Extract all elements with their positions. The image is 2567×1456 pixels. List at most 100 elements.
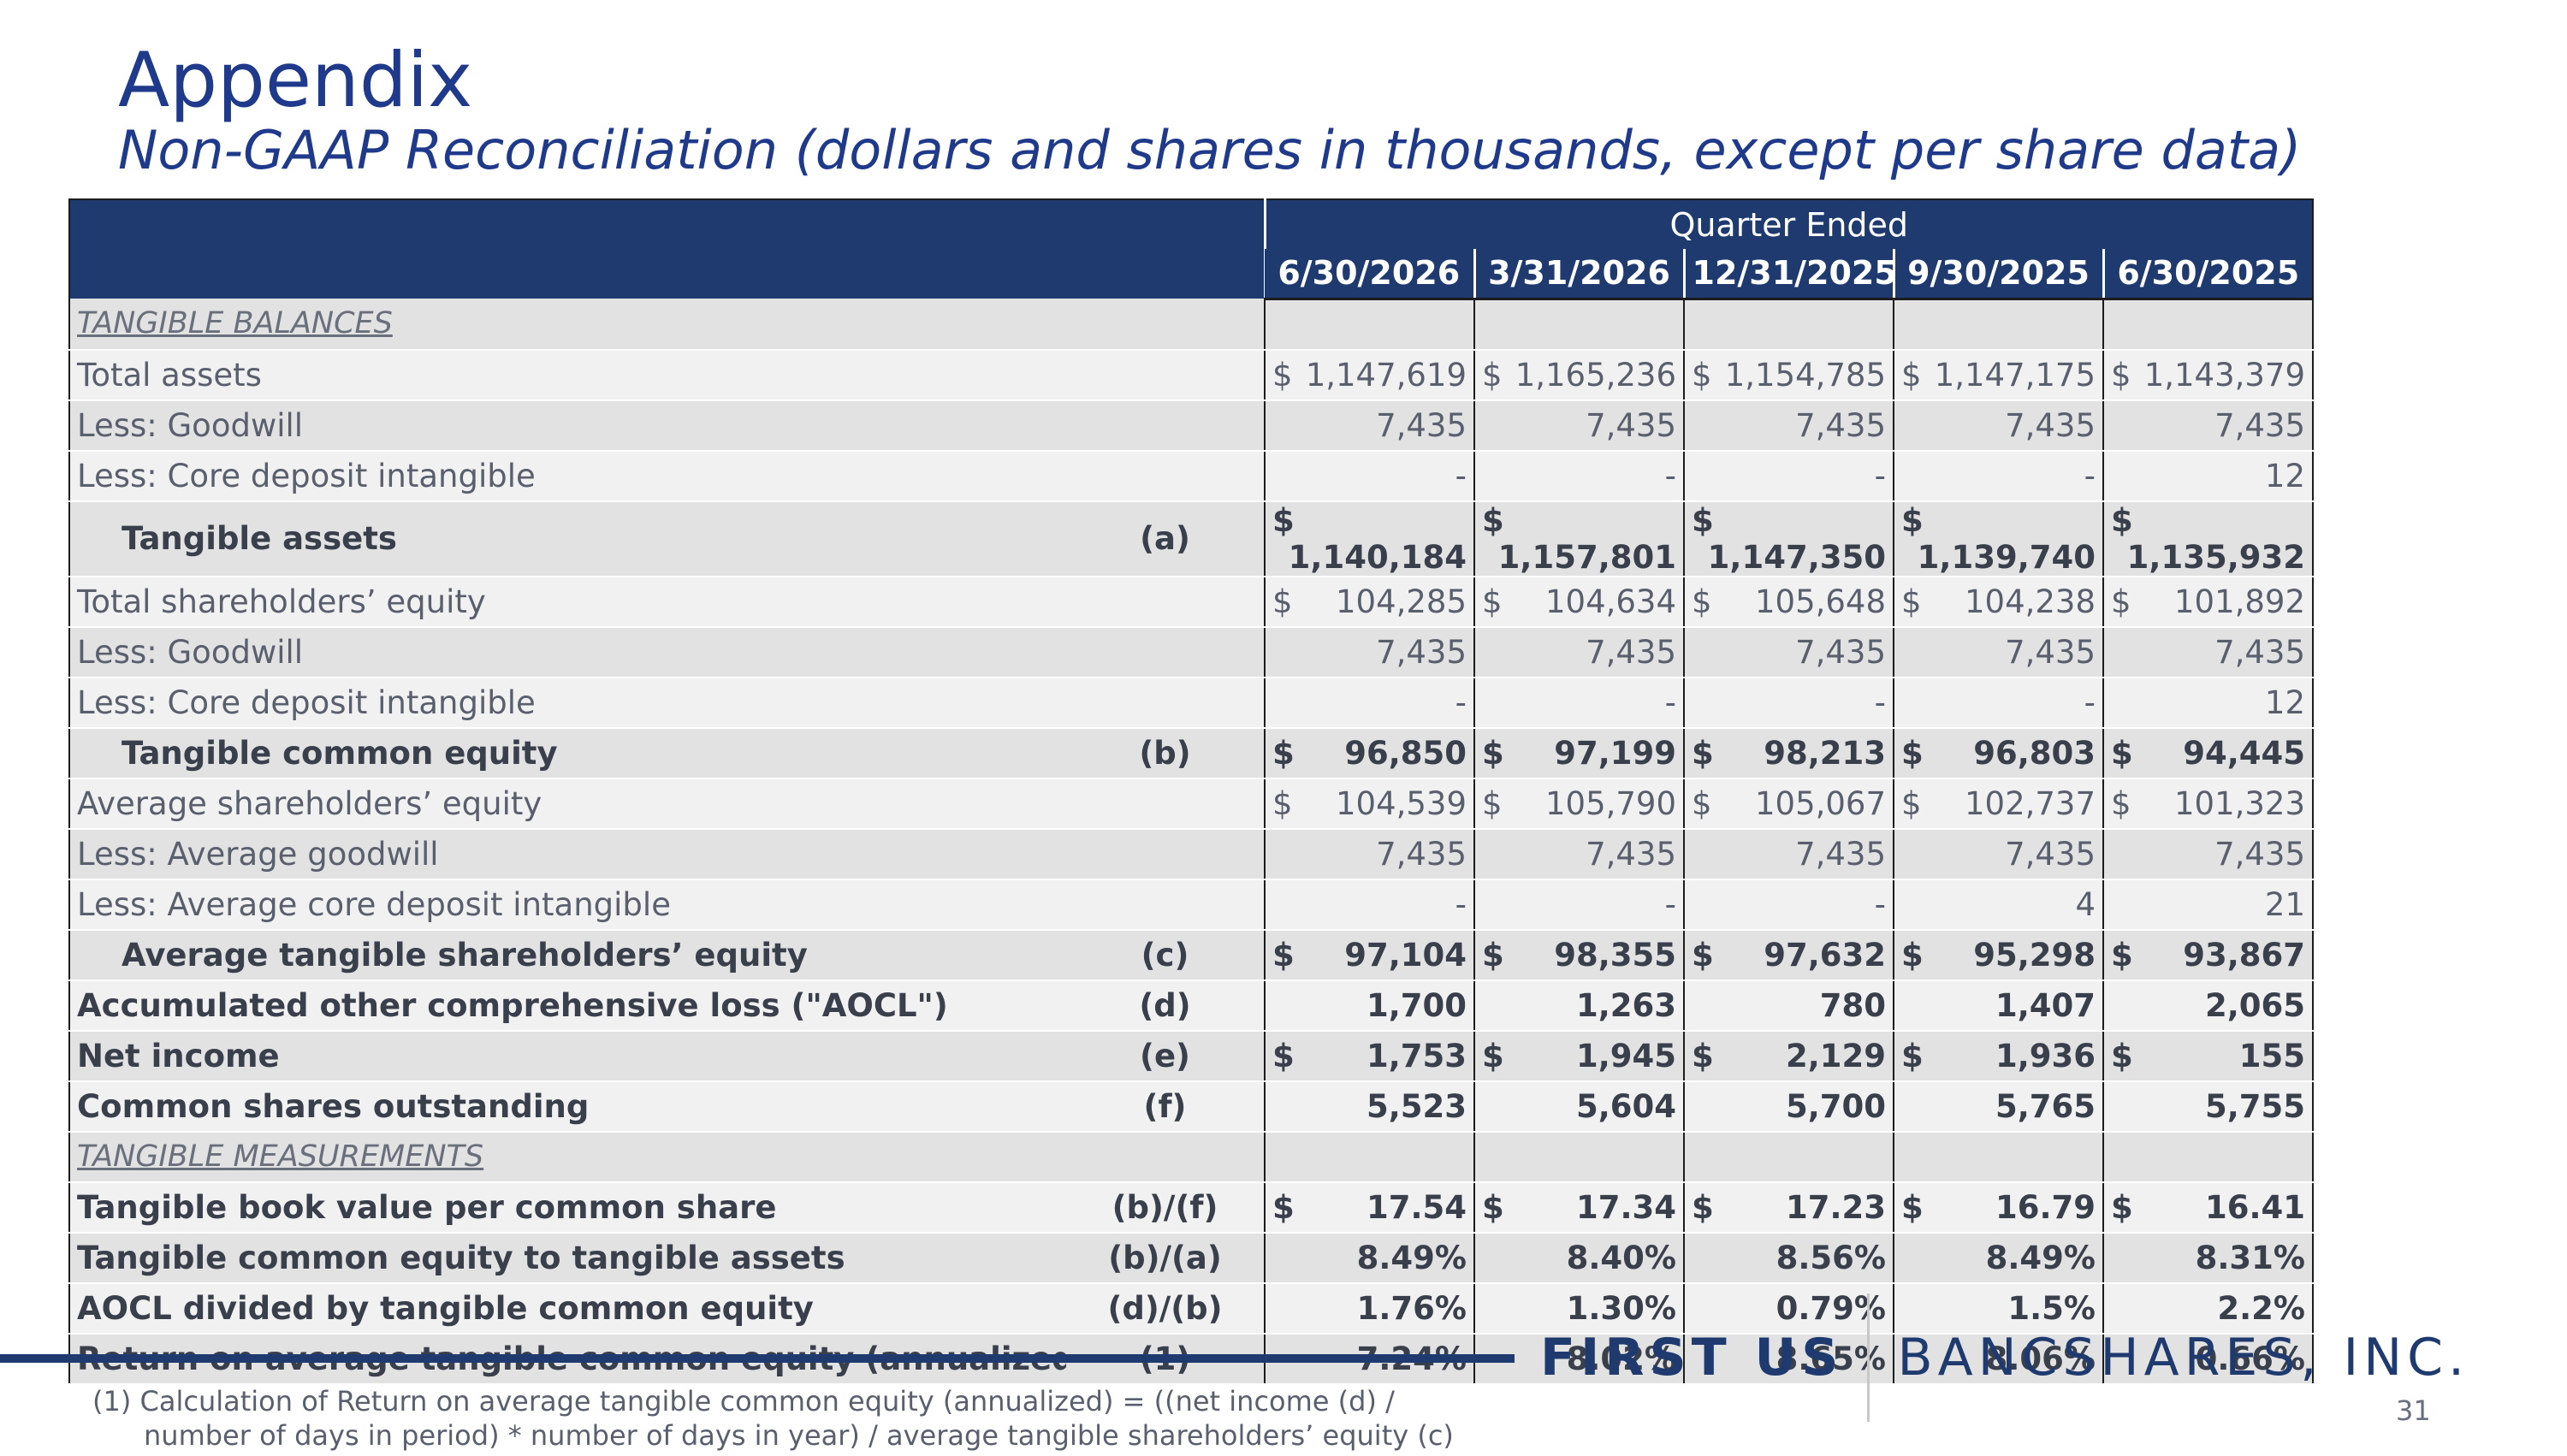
value-number: 5,700 — [1785, 1087, 1886, 1125]
value-number: 96,850 — [1344, 734, 1467, 772]
row-label: Average tangible shareholders’ equity — [69, 929, 1066, 981]
row-label: Less: Average core deposit intangible — [69, 879, 1066, 931]
value-number: 96,803 — [1973, 734, 2096, 772]
currency-symbol: $ — [1272, 784, 1293, 822]
value-number: 17.34 — [1575, 1188, 1676, 1226]
value-number: 104,634 — [1544, 583, 1676, 620]
value-cell: $1,147,619 — [1264, 348, 1474, 401]
value-cell: - — [1683, 450, 1894, 502]
value-number: - — [2084, 457, 2096, 494]
value-number: 1,263 — [1575, 986, 1676, 1024]
currency-symbol: $ — [1482, 936, 1504, 974]
value-number: 8.56% — [1776, 1239, 1886, 1276]
value-cell: $1,154,785 — [1683, 348, 1894, 401]
currency-symbol: $ — [2111, 1037, 2133, 1074]
row-label: Less: Goodwill — [69, 400, 1066, 452]
row-reference: (f) — [1066, 1080, 1265, 1133]
currency-symbol: $ — [1272, 356, 1293, 394]
value-cell: $17.34 — [1473, 1181, 1684, 1234]
currency-symbol: $ — [1692, 784, 1712, 822]
value-cell: 0.79% — [1683, 1281, 1894, 1335]
value-number: 1.5% — [2007, 1289, 2096, 1327]
value-number: 5,604 — [1575, 1087, 1676, 1125]
table-row: Less: Average goodwill 7,435 7,435 7,435 7,4… — [69, 828, 2313, 880]
row-reference — [1066, 626, 1265, 678]
currency-symbol: $ — [1692, 501, 1714, 539]
value-number: 7,435 — [1795, 406, 1886, 444]
value-cell: 7,435 — [1264, 400, 1474, 452]
row-label: Tangible common equity to tangible asset… — [69, 1232, 1066, 1284]
value-cell: 0.66% — [2102, 1332, 2313, 1385]
page-number: 31 — [2396, 1394, 2431, 1427]
table-row: Less: Goodwill 7,435 7,435 7,435 7,435 7,435 — [69, 626, 2313, 678]
value-cell: 7,435 — [1893, 400, 2103, 452]
currency-symbol: $ — [1692, 1188, 1714, 1226]
value-cell: 1,407 — [1893, 979, 2103, 1032]
table-row: Tangible common equity to tangible asset… — [69, 1231, 2313, 1284]
row-label: Less: Core deposit intangible — [69, 450, 1066, 502]
value-number: 1,143,379 — [2143, 356, 2305, 394]
value-number: 21 — [2264, 885, 2305, 923]
currency-symbol: $ — [1692, 583, 1712, 620]
value-cell: $98,213 — [1683, 726, 1894, 779]
value-cell: 7,435 — [1264, 626, 1474, 678]
row-label: Average shareholders’ equity — [69, 778, 1066, 830]
value-cell: 12 — [2102, 450, 2313, 502]
table-row: Tangible book value per common share (b)/… — [69, 1181, 2313, 1234]
value-cell: - — [1473, 879, 1684, 931]
value-number: 7,435 — [2005, 406, 2096, 444]
value-number: 8.31% — [2195, 1239, 2305, 1276]
value-cell: $96,803 — [1893, 726, 2103, 779]
currency-symbol: $ — [1482, 734, 1504, 772]
table-row: TANGIBLE BALANCES — [69, 299, 2313, 351]
row-reference — [1066, 349, 1265, 401]
currency-symbol: $ — [1482, 356, 1503, 394]
value-cell: 1,700 — [1264, 979, 1474, 1032]
value-cell: $1,139,740 — [1893, 500, 2103, 577]
currency-symbol: $ — [1901, 784, 1922, 822]
value-cell: $1,135,932 — [2102, 500, 2313, 577]
value-cell: 8.65% — [1683, 1332, 1894, 1385]
table-row: Accumulated other comprehensive loss ("A… — [69, 979, 2313, 1032]
currency-symbol: $ — [1901, 356, 1922, 394]
currency-symbol: $ — [1692, 936, 1714, 974]
row-label: Accumulated other comprehensive loss ("A… — [69, 980, 1066, 1032]
value-number: 17.23 — [1785, 1188, 1886, 1226]
value-number: 8.49% — [1356, 1239, 1467, 1276]
value-cell — [1683, 299, 1894, 351]
table-row: Total assets $1,147,619 $1,165,236 $1,154,7… — [69, 348, 2313, 401]
value-number: 104,285 — [1335, 583, 1467, 620]
footnote-line-1: (1) Calculation of Return on average tan… — [92, 1385, 1395, 1418]
value-number: - — [1874, 457, 1886, 494]
value-number: 1,139,740 — [1917, 538, 2096, 576]
value-number: 104,238 — [1964, 583, 2096, 620]
value-number: 1,936 — [1995, 1037, 2096, 1074]
row-label: Total shareholders’ equity — [69, 576, 1066, 628]
table-row: Tangible assets (a) $1,140,184 $1,157,801 $1… — [69, 500, 2313, 577]
value-cell — [2102, 299, 2313, 351]
value-cell: $1,945 — [1473, 1029, 1684, 1082]
currency-symbol: $ — [1692, 356, 1712, 394]
logo-bancshares: BANCSHARES, INC. — [1897, 1328, 2470, 1388]
value-cell: $95,298 — [1893, 928, 2103, 981]
row-label: AOCL divided by tangible common equity — [69, 1282, 1066, 1335]
value-cell: 5,700 — [1683, 1080, 1894, 1133]
currency-symbol: $ — [1901, 501, 1924, 539]
value-cell: $98,355 — [1473, 928, 1684, 981]
table-row: Less: Average core deposit intangible - - -… — [69, 879, 2313, 931]
column-header-date: 6/30/2025 — [2102, 249, 2313, 300]
value-cell: 8.49% — [1893, 1231, 2103, 1284]
value-number: 105,648 — [1754, 583, 1886, 620]
currency-symbol: $ — [1272, 501, 1295, 539]
value-number: 1,700 — [1366, 986, 1467, 1024]
currency-symbol: $ — [1272, 1037, 1295, 1074]
value-number: - — [1455, 885, 1467, 923]
value-cell: - — [1683, 879, 1894, 931]
value-cell: $101,892 — [2102, 576, 2313, 628]
currency-symbol: $ — [1272, 734, 1295, 772]
currency-symbol: $ — [1901, 936, 1924, 974]
value-number: 1.76% — [1356, 1289, 1467, 1327]
value-cell — [1893, 1131, 2103, 1183]
value-number: 1,407 — [1995, 986, 2096, 1024]
value-number: 98,213 — [1764, 734, 1886, 772]
